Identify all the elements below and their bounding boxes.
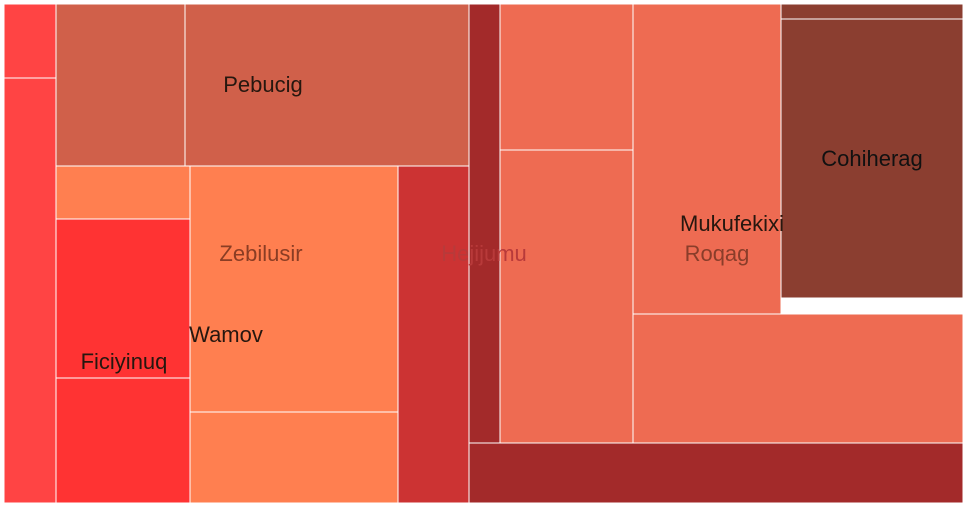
treemap-cell-ficiyinuq-2 <box>3 77 57 504</box>
treemap-cell-zebilusir-1 <box>55 165 191 220</box>
treemap-labels: Pebucig Zebilusir Wamov Ficiyinuq Hejijumu Mu… <box>81 72 923 374</box>
treemap-cell-roqag-4 <box>632 313 964 444</box>
treemap-cell-ficiyinuq-1 <box>3 3 57 79</box>
treemap-cells <box>3 3 964 504</box>
treemap-label-hejijumu: Hejijumu <box>441 241 527 266</box>
treemap-label-roqag: Roqag <box>685 241 750 266</box>
treemap-cell-roqag-3 <box>632 3 782 315</box>
treemap-label-mukufekixi: Mukufekixi <box>680 211 784 236</box>
treemap-cell-roqag-2 <box>499 149 634 444</box>
treemap-label-zebilusir: Zebilusir <box>219 241 302 266</box>
treemap-cell-zebilusir-3 <box>189 411 399 504</box>
treemap-label-cohiherag: Cohiherag <box>821 146 923 171</box>
treemap-cell-mukufekixi-1 <box>468 3 501 444</box>
treemap-cell-ficiyinuq-4 <box>55 377 191 504</box>
treemap-label-ficiyinuq: Ficiyinuq <box>81 349 168 374</box>
treemap-cell-hejijumu-1 <box>397 165 470 504</box>
treemap-cell-pebucig-2 <box>184 3 470 167</box>
treemap-cell-cohiherag-2 <box>780 18 964 299</box>
treemap-cell-mukufekixi-2 <box>468 442 964 504</box>
treemap-cell-zebilusir-2 <box>189 165 399 413</box>
treemap-cell-cohiherag-1 <box>780 3 964 20</box>
treemap-cell-pebucig-1 <box>55 3 186 167</box>
treemap-cell-roqag-1 <box>499 3 634 151</box>
treemap-label-wamov: Wamov <box>189 322 263 347</box>
treemap-label-pebucig: Pebucig <box>223 72 303 97</box>
